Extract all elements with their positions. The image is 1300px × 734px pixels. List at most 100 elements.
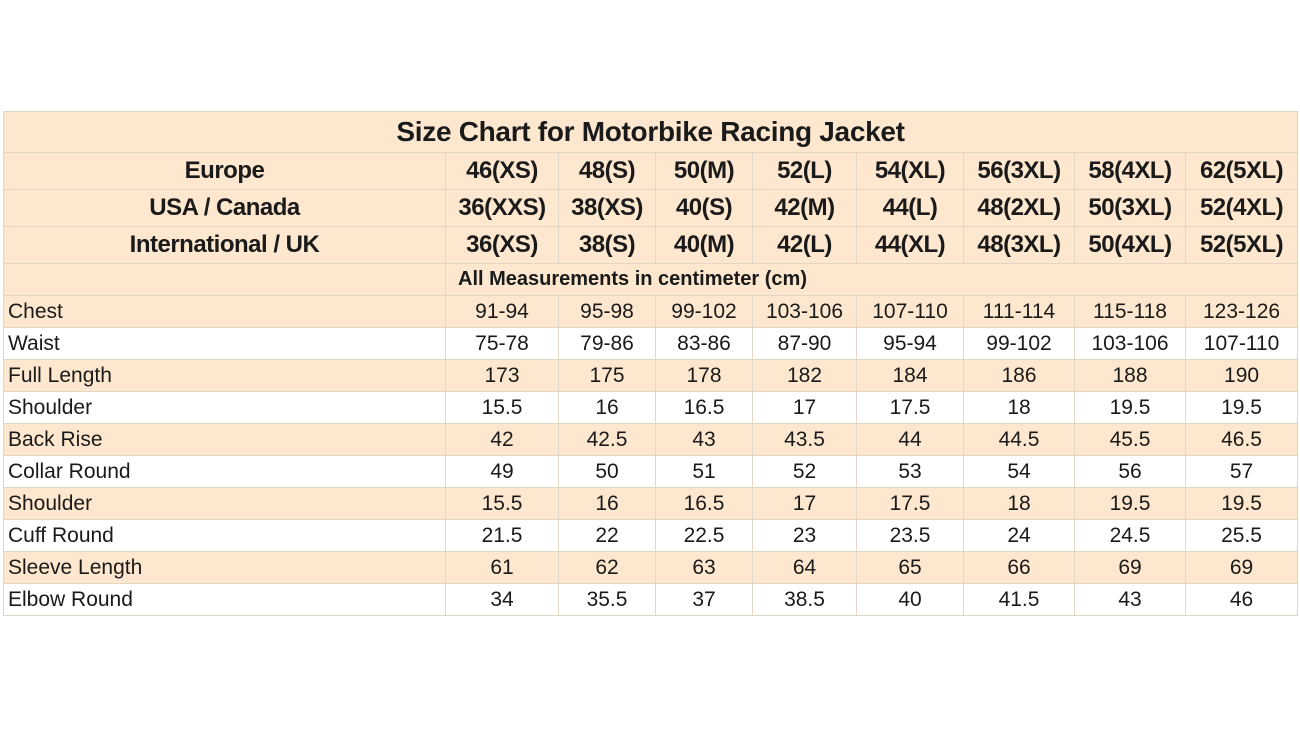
measurement-value: 190	[1184, 359, 1299, 392]
measurement-value: 18	[963, 487, 1075, 520]
measurement-label: Collar Round	[3, 455, 446, 488]
measurement-value: 186	[963, 359, 1075, 392]
measurement-value: 91-94	[445, 295, 559, 328]
size-cell: 40(S)	[655, 189, 753, 227]
measurement-value: 18	[963, 391, 1075, 424]
measurement-label: Chest	[3, 295, 446, 328]
measurement-row: Elbow Round 34 35.5 37 38.5 40 41.5 43 46	[3, 583, 1299, 616]
measurement-value: 43	[1074, 583, 1186, 616]
measurement-value: 188	[1074, 359, 1186, 392]
measurement-value: 95-94	[856, 327, 964, 360]
measurement-value: 17	[752, 391, 857, 424]
measurement-value: 15.5	[445, 487, 559, 520]
size-cell: 56(3XL)	[963, 152, 1075, 190]
chart-title: Size Chart for Motorbike Racing Jacket	[2, 111, 1299, 153]
measurement-row: Shoulder 15.5 16 16.5 17 17.5 18 19.5 19.5	[3, 391, 1299, 424]
measurement-value: 63	[655, 551, 753, 584]
measurement-value: 35.5	[558, 583, 656, 616]
measurement-value: 87-90	[752, 327, 857, 360]
size-cell: 44(L)	[856, 189, 964, 227]
measurement-value: 173	[445, 359, 559, 392]
measurement-row: Cuff Round 21.5 22 22.5 23 23.5 24 24.5 25.5	[3, 519, 1299, 552]
measurement-value: 75-78	[445, 327, 559, 360]
measurement-value: 19.5	[1074, 487, 1186, 520]
size-system-row: USA / Canada 36(XXS) 38(XS) 40(S) 42(M) 44(L)…	[3, 189, 1299, 227]
measurement-value: 56	[1074, 455, 1186, 488]
measurement-value: 22	[558, 519, 656, 552]
size-system-label: Europe	[3, 152, 446, 190]
measurement-value: 95-98	[558, 295, 656, 328]
measurement-value: 45.5	[1074, 423, 1186, 456]
size-cell: 38(S)	[558, 226, 656, 264]
measurement-value: 103-106	[752, 295, 857, 328]
size-system-row: Europe 46(XS) 48(S) 50(M) 52(L) 54(XL) 56(3XL)…	[3, 152, 1299, 190]
title-row: Size Chart for Motorbike Racing Jacket	[2, 111, 1299, 153]
measurement-value: 42.5	[558, 423, 656, 456]
measurement-value: 16.5	[655, 391, 753, 424]
measurement-value: 17	[752, 487, 857, 520]
measurement-value: 79-86	[558, 327, 656, 360]
measurement-value: 43	[655, 423, 753, 456]
measurement-value: 24.5	[1074, 519, 1186, 552]
measurement-value: 99-102	[655, 295, 753, 328]
measurement-value: 37	[655, 583, 753, 616]
measurement-label: Shoulder	[3, 487, 446, 520]
measurement-value: 19.5	[1074, 391, 1186, 424]
size-cell: 38(XS)	[558, 189, 656, 227]
measurement-label: Waist	[3, 327, 446, 360]
measurement-value: 19.5	[1184, 391, 1299, 424]
measurement-value: 66	[963, 551, 1075, 584]
measurement-value: 69	[1074, 551, 1186, 584]
measurement-value: 25.5	[1184, 519, 1299, 552]
measurement-value: 43.5	[752, 423, 857, 456]
size-system-row: International / UK 36(XS) 38(S) 40(M) 42(L) 4…	[3, 226, 1299, 264]
measurement-row: Sleeve Length 61 62 63 64 65 66 69 69	[3, 551, 1299, 584]
measurement-label: Shoulder	[3, 391, 446, 424]
measurement-value: 54	[963, 455, 1075, 488]
size-cell: 58(4XL)	[1074, 152, 1186, 190]
measurement-row: Waist 75-78 79-86 83-86 87-90 95-94 99-102 103-…	[3, 327, 1299, 360]
measurement-value: 61	[445, 551, 559, 584]
measurement-value: 19.5	[1184, 487, 1299, 520]
measurement-value: 16	[558, 391, 656, 424]
measurement-value: 107-110	[856, 295, 964, 328]
measurement-row: Shoulder 15.5 16 16.5 17 17.5 18 19.5 19.5	[3, 487, 1299, 520]
measurement-label: Full Length	[3, 359, 446, 392]
measurement-row: Collar Round 49 50 51 52 53 54 56 57	[3, 455, 1299, 488]
measurement-value: 178	[655, 359, 753, 392]
units-note: All Measurements in centimeter (cm)	[444, 263, 1299, 296]
measurement-value: 64	[752, 551, 857, 584]
measurement-value: 41.5	[963, 583, 1075, 616]
measurement-value: 34	[445, 583, 559, 616]
size-cell: 48(S)	[558, 152, 656, 190]
measurement-value: 62	[558, 551, 656, 584]
size-cell: 48(3XL)	[963, 226, 1075, 264]
size-cell: 52(L)	[752, 152, 857, 190]
measurement-value: 57	[1184, 455, 1299, 488]
size-cell: 46(XS)	[445, 152, 559, 190]
measurement-label: Cuff Round	[3, 519, 446, 552]
measurement-value: 42	[445, 423, 559, 456]
measurement-label: Elbow Round	[3, 583, 446, 616]
measurement-value: 46	[1184, 583, 1299, 616]
measurement-value: 44	[856, 423, 964, 456]
units-spacer	[3, 263, 446, 296]
measurement-value: 115-118	[1074, 295, 1186, 328]
measurement-value: 17.5	[856, 487, 964, 520]
size-cell: 44(XL)	[856, 226, 964, 264]
measurement-value: 22.5	[655, 519, 753, 552]
measurement-value: 182	[752, 359, 857, 392]
measurement-value: 65	[856, 551, 964, 584]
measurement-value: 38.5	[752, 583, 857, 616]
measurement-value: 184	[856, 359, 964, 392]
measurement-value: 23	[752, 519, 857, 552]
measurement-value: 40	[856, 583, 964, 616]
measurement-value: 16.5	[655, 487, 753, 520]
size-cell: 62(5XL)	[1184, 152, 1299, 190]
size-cell: 42(L)	[752, 226, 857, 264]
units-row: All Measurements in centimeter (cm)	[3, 263, 1299, 296]
measurement-row: Back Rise 42 42.5 43 43.5 44 44.5 45.5 46.5	[3, 423, 1299, 456]
measurement-value: 107-110	[1184, 327, 1299, 360]
measurement-value: 16	[558, 487, 656, 520]
measurement-value: 49	[445, 455, 559, 488]
